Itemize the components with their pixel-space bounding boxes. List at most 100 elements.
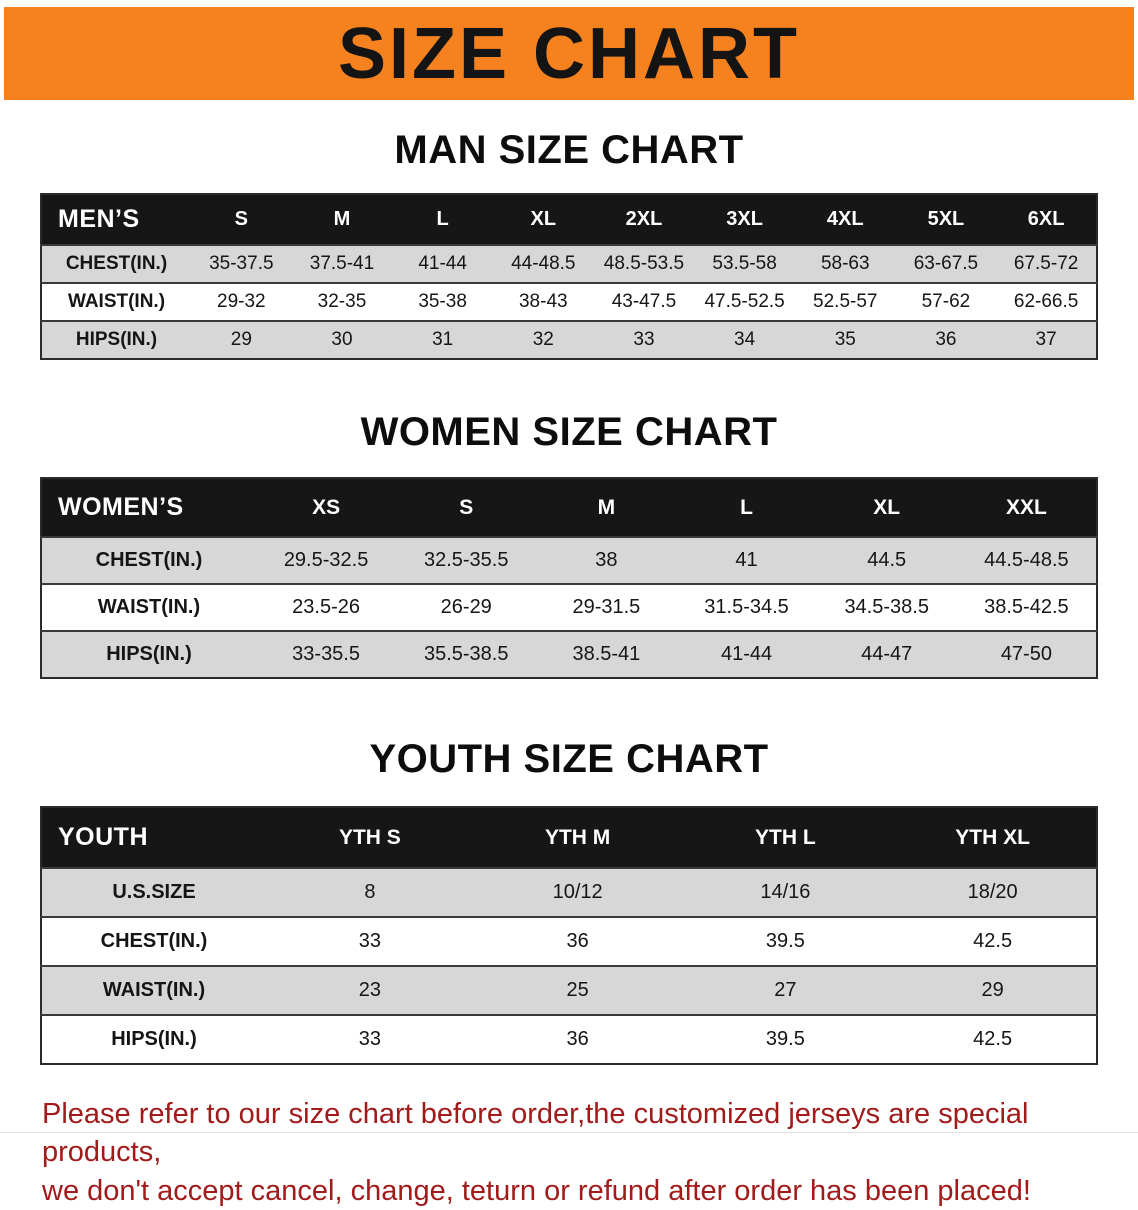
size-value-cell: 29	[230, 329, 252, 350]
size-value-cell: 38.5-41	[572, 643, 641, 665]
women-size-chart-section: WOMEN SIZE CHART WOMEN’S XS S M L XL XXL CHEST(…	[0, 410, 1138, 679]
row-label-cell: WAIST(IN.)	[67, 291, 166, 312]
table-row: WAIST(IN.) 29-32 32-35 35-38 38-43 43-47.5 47.…	[41, 283, 1097, 321]
size-value-cell: 52.5-57	[813, 291, 878, 312]
size-value-cell: 32	[532, 329, 554, 350]
size-value-cell: 47.5-52.5	[704, 291, 785, 312]
size-header-cell: YTH XL	[889, 807, 1097, 868]
table-header-row: WOMEN’S XS S M L XL XXL	[41, 478, 1097, 537]
size-value-cell: 41-44	[720, 643, 773, 665]
womens-size-table: WOMEN’S XS S M L XL XXL CHEST(IN.) 29.5-32.5 32.5…	[40, 477, 1098, 679]
table-title-cell: YOUTH	[41, 807, 266, 868]
size-value-cell: 35	[834, 329, 856, 350]
size-value-cell: 44-48.5	[511, 253, 576, 274]
size-value-cell: 33-35.5	[292, 643, 360, 665]
women-chart-heading: WOMEN SIZE CHART	[360, 410, 778, 454]
row-label-cell: CHEST(IN.)	[100, 930, 208, 952]
size-value-cell: 32-35	[317, 291, 367, 312]
size-value-cell: 33	[358, 1028, 381, 1050]
size-value-cell: 8	[364, 881, 376, 903]
size-header-cell: 5XL	[895, 194, 997, 245]
size-value-cell: 18/20	[967, 881, 1018, 903]
table-header-row: MEN’S S M L XL 2XL 3XL 4XL 5XL 6XL	[41, 194, 1097, 245]
table-header-row: YOUTH YTH S YTH M YTH L YTH XL	[41, 807, 1097, 868]
table-title-cell: WOMEN’S	[41, 478, 256, 537]
size-value-cell: 58-63	[820, 253, 870, 274]
youth-size-table: YOUTH YTH S YTH M YTH L YTH XL U.S.SIZE 8 10/12…	[40, 806, 1098, 1065]
size-header-cell: XL	[816, 478, 957, 537]
row-label-cell: WAIST(IN.)	[102, 979, 206, 1001]
size-value-cell: 42.5	[973, 930, 1013, 952]
size-value-cell: 38.5-42.5	[984, 596, 1069, 618]
size-value-cell: 39.5	[765, 930, 805, 952]
row-label-cell: WAIST(IN.)	[97, 596, 201, 618]
size-header-cell: 3XL	[694, 194, 795, 245]
size-value-cell: 62-66.5	[1013, 291, 1079, 312]
size-value-cell: 29	[981, 979, 1004, 1001]
table-row: WAIST(IN.) 23 25 27 29	[41, 966, 1097, 1015]
size-value-cell: 31.5-34.5	[704, 596, 789, 618]
table-row: HIPS(IN.) 29 30 31 32 33 34 35 36 37	[41, 321, 1097, 359]
banner: SIZE CHART	[4, 7, 1134, 100]
size-value-cell: 44.5	[867, 549, 907, 571]
size-value-cell: 67.5-72	[1013, 253, 1079, 274]
size-value-cell: 41-44	[418, 253, 467, 274]
row-label-cell: HIPS(IN.)	[106, 643, 192, 665]
men-size-chart-section: MAN SIZE CHART MEN’S S M L XL 2XL 3XL 4XL 5XL 6XL…	[0, 128, 1138, 360]
size-header-cell: S	[396, 478, 537, 537]
size-header-cell: XL	[492, 194, 594, 245]
table-row: CHEST(IN.) 35-37.5 37.5-41 41-44 44-48.5 48.5…	[41, 245, 1097, 283]
size-value-cell: 29-32	[217, 291, 266, 312]
size-header-cell: YTH M	[473, 807, 682, 868]
youth-size-chart-section: YOUTH SIZE CHART YOUTH YTH S YTH M YTH L YTH…	[0, 737, 1138, 1065]
size-value-cell: 44.5-48.5	[984, 549, 1069, 571]
size-value-cell: 25	[566, 979, 589, 1001]
size-value-cell: 36	[566, 930, 589, 952]
size-value-cell: 35-38	[418, 291, 467, 312]
size-value-cell: 34.5-38.5	[844, 596, 929, 618]
size-header-cell: S	[191, 194, 292, 245]
size-value-cell: 53.5-58	[712, 253, 777, 274]
size-value-cell: 38-43	[518, 291, 568, 312]
row-label-cell: HIPS(IN.)	[111, 1028, 197, 1050]
size-value-cell: 23	[358, 979, 381, 1001]
table-row: HIPS(IN.) 33 36 39.5 42.5	[41, 1015, 1097, 1064]
size-value-cell: 26-29	[440, 596, 492, 618]
size-value-cell: 30	[331, 329, 353, 350]
size-value-cell: 23.5-26	[292, 596, 360, 618]
size-value-cell: 38	[595, 549, 618, 571]
disclaimer-text: Please refer to our size chart before or…	[42, 1095, 1098, 1210]
size-value-cell: 57-62	[921, 291, 971, 312]
size-header-cell: M	[536, 478, 677, 537]
size-value-cell: 36	[935, 329, 957, 350]
size-value-cell: 47-50	[1000, 643, 1052, 665]
size-header-cell: 4XL	[794, 194, 896, 245]
size-value-cell: 42.5	[973, 1028, 1013, 1050]
size-header-cell: 2XL	[593, 194, 695, 245]
size-value-cell: 44-47	[861, 643, 913, 665]
size-value-cell: 36	[566, 1028, 589, 1050]
size-value-cell: 10/12	[552, 881, 603, 903]
size-value-cell: 32.5-35.5	[423, 549, 509, 571]
youth-chart-heading: YOUTH SIZE CHART	[369, 737, 769, 781]
size-value-cell: 29-31.5	[572, 596, 641, 618]
size-value-cell: 37	[1035, 329, 1057, 350]
size-header-cell: XS	[256, 478, 397, 537]
mens-size-table: MEN’S S M L XL 2XL 3XL 4XL 5XL 6XL CHEST(IN.) 35-37…	[40, 193, 1098, 360]
table-row: CHEST(IN.) 33 36 39.5 42.5	[41, 917, 1097, 966]
table-title-cell: MEN’S	[41, 194, 191, 245]
size-value-cell: 37.5-41	[309, 253, 375, 274]
size-value-cell: 34	[734, 329, 756, 350]
table-row: WAIST(IN.) 23.5-26 26-29 29-31.5 31.5-34.5 34…	[41, 584, 1097, 631]
size-value-cell: 33	[633, 329, 655, 350]
size-value-cell: 48.5-53.5	[603, 253, 685, 274]
table-row: U.S.SIZE 8 10/12 14/16 18/20	[41, 868, 1097, 917]
men-chart-heading: MAN SIZE CHART	[394, 128, 744, 172]
table-row: CHEST(IN.) 29.5-32.5 32.5-35.5 38 41 44.5 44.5…	[41, 537, 1097, 584]
row-label-cell: CHEST(IN.)	[65, 253, 168, 274]
size-header-cell: 6XL	[996, 194, 1097, 245]
size-header-cell: XXL	[956, 478, 1097, 537]
row-label-cell: U.S.SIZE	[112, 881, 196, 903]
size-header-cell: YTH S	[266, 807, 474, 868]
